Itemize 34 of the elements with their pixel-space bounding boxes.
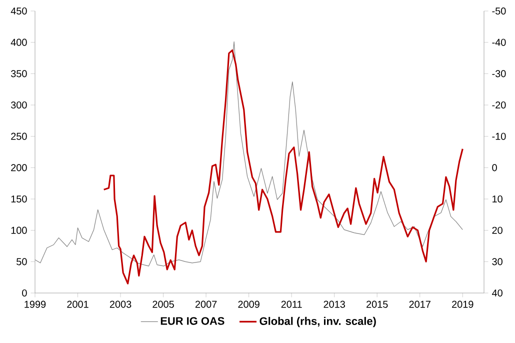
line-series [103, 49, 464, 284]
y-tick-label: 250 [11, 132, 27, 140]
y-tick-label: 300 [10, 101, 27, 109]
x-tick-label: 2017 [409, 300, 430, 308]
y2-tick-label: -50 [492, 7, 506, 15]
y-tick-label: 200 [11, 164, 27, 172]
x-tick-label: 2019 [452, 300, 474, 308]
x-tick-label: 2001 [67, 300, 88, 308]
y2-tick-label: -20 [492, 101, 506, 109]
y-tick-label: 150 [11, 195, 27, 203]
y-tick-label: 450 [10, 7, 27, 15]
x-tick-label: 2007 [195, 300, 217, 308]
y2-tick-label: -30 [492, 70, 506, 78]
y-tick-label: 350 [10, 70, 27, 78]
y2-tick-label: -10 [492, 132, 506, 140]
y2-tick-label: 20 [492, 226, 502, 234]
x-tick-label: 2011 [281, 300, 302, 308]
x-tick-label: 2005 [152, 300, 174, 308]
x-tick-label: 2013 [324, 300, 345, 308]
y-tick-label: 100 [11, 226, 27, 234]
x-tick-label: 1999 [24, 300, 46, 308]
y-tick-label: 50 [16, 258, 27, 266]
legend-label: Global (rhs, inv. scale) [260, 316, 376, 328]
y2-tick-label: 0 [492, 164, 497, 172]
x-tick-label: 2015 [366, 300, 388, 308]
y-tick-label: 400 [10, 38, 27, 46]
x-tick-label: 2003 [110, 300, 132, 308]
x-tick-label: 2009 [238, 300, 260, 308]
legend-label: EUR IG OAS [160, 317, 224, 325]
y2-tick-label: 10 [492, 195, 502, 203]
y2-tick-label: 30 [492, 258, 502, 266]
y-tick-label: 0 [22, 289, 27, 297]
y2-tick-label: -40 [492, 38, 506, 46]
y2-tick-label: 40 [492, 289, 502, 297]
